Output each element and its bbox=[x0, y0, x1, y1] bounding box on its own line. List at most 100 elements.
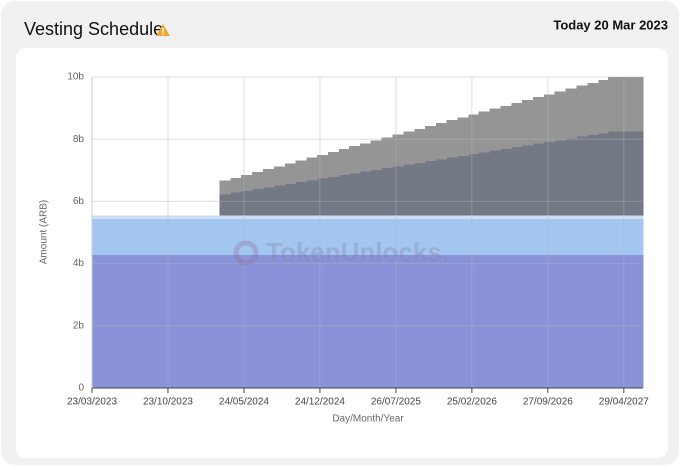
area-step bbox=[500, 105, 512, 149]
y-tick-label: 8b bbox=[73, 134, 85, 145]
area-step bbox=[500, 218, 512, 255]
area-step bbox=[436, 123, 448, 160]
area-step bbox=[241, 215, 253, 219]
area-step bbox=[317, 254, 329, 388]
area-step bbox=[273, 215, 286, 219]
area-step bbox=[554, 140, 567, 216]
area-step bbox=[92, 218, 220, 255]
x-tick-label: 27/09/2026 bbox=[523, 397, 573, 408]
area-step bbox=[576, 218, 588, 255]
area-step bbox=[511, 218, 523, 255]
area-step bbox=[241, 254, 253, 388]
area-step bbox=[284, 254, 296, 388]
area-step bbox=[219, 254, 231, 388]
area-step bbox=[360, 143, 372, 172]
area-step bbox=[252, 189, 264, 216]
area-step bbox=[457, 117, 470, 156]
area-step bbox=[403, 254, 415, 388]
area-step bbox=[565, 218, 577, 255]
area-step bbox=[587, 254, 599, 388]
area-step bbox=[425, 218, 437, 255]
area-step bbox=[92, 254, 220, 388]
area-step bbox=[360, 171, 372, 216]
area-step bbox=[554, 218, 567, 255]
area-step bbox=[576, 215, 588, 219]
area-step bbox=[230, 192, 242, 216]
area-step bbox=[370, 140, 383, 170]
area-step bbox=[262, 187, 275, 216]
area-step bbox=[521, 100, 534, 146]
x-tick-label: 24/12/2024 bbox=[295, 397, 345, 408]
area-step bbox=[554, 91, 567, 141]
area-step bbox=[403, 164, 415, 216]
area-step bbox=[339, 254, 350, 388]
plot: 0 2b 4b 6b 8b 10b 23/03/2023 23/10/2023 24/05/20… bbox=[67, 72, 649, 408]
area-step bbox=[468, 254, 480, 388]
area-step bbox=[381, 137, 393, 169]
area-step bbox=[414, 254, 426, 388]
area-step bbox=[328, 215, 340, 219]
area-step bbox=[370, 169, 383, 216]
area-step bbox=[425, 254, 437, 388]
area-step bbox=[565, 138, 577, 216]
watermark-text: TokenUnlocks. bbox=[266, 237, 449, 267]
x-tick-label: 24/05/2024 bbox=[219, 397, 269, 408]
area-step bbox=[489, 150, 501, 216]
area-step bbox=[598, 215, 609, 219]
area-step bbox=[598, 254, 609, 388]
x-tick-label: 23/03/2023 bbox=[67, 397, 117, 408]
area-step bbox=[392, 218, 404, 255]
area-step bbox=[339, 149, 350, 176]
area-step bbox=[328, 151, 340, 177]
area-step bbox=[587, 215, 599, 219]
area-step bbox=[587, 218, 599, 255]
area-step bbox=[457, 218, 470, 255]
area-step bbox=[468, 215, 480, 219]
area-step bbox=[252, 218, 264, 255]
area-step bbox=[370, 254, 383, 388]
area-step bbox=[478, 218, 491, 255]
area-step bbox=[414, 162, 426, 216]
area-step bbox=[598, 79, 609, 134]
area-step bbox=[370, 215, 383, 219]
area-step bbox=[543, 215, 556, 219]
area-step bbox=[273, 185, 286, 216]
area-step bbox=[306, 157, 318, 181]
area-step bbox=[598, 133, 609, 216]
area-step bbox=[284, 215, 296, 219]
area-step bbox=[392, 134, 404, 167]
area-step bbox=[478, 215, 491, 219]
today-date: Today 20 Mar 2023 bbox=[553, 17, 668, 32]
area-step bbox=[349, 173, 361, 216]
area-step bbox=[478, 254, 491, 388]
area-step bbox=[262, 169, 275, 188]
area-step bbox=[576, 136, 588, 216]
area-step bbox=[392, 166, 404, 216]
area-step bbox=[414, 128, 426, 163]
area-step bbox=[306, 218, 318, 255]
area-step bbox=[446, 254, 459, 388]
area-step bbox=[532, 215, 545, 219]
area-step bbox=[284, 183, 296, 216]
area-step bbox=[219, 215, 231, 219]
area-step bbox=[339, 218, 350, 255]
area-step bbox=[532, 218, 545, 255]
y-tick-label: 10b bbox=[67, 72, 84, 83]
area-step bbox=[478, 111, 491, 153]
x-tick-label: 29/04/2027 bbox=[599, 397, 649, 408]
area-step bbox=[608, 131, 644, 216]
y-tick-label: 6b bbox=[73, 196, 85, 207]
area-step bbox=[511, 102, 523, 148]
area-step bbox=[478, 152, 491, 216]
area-step bbox=[587, 135, 599, 216]
area-step bbox=[457, 215, 470, 219]
area-step bbox=[381, 218, 393, 255]
area-step bbox=[339, 215, 350, 219]
area-step bbox=[425, 215, 437, 219]
area-step bbox=[543, 254, 556, 388]
area-step bbox=[262, 218, 275, 255]
area-step bbox=[521, 215, 534, 219]
area-step bbox=[328, 218, 340, 255]
area-step bbox=[468, 154, 480, 216]
